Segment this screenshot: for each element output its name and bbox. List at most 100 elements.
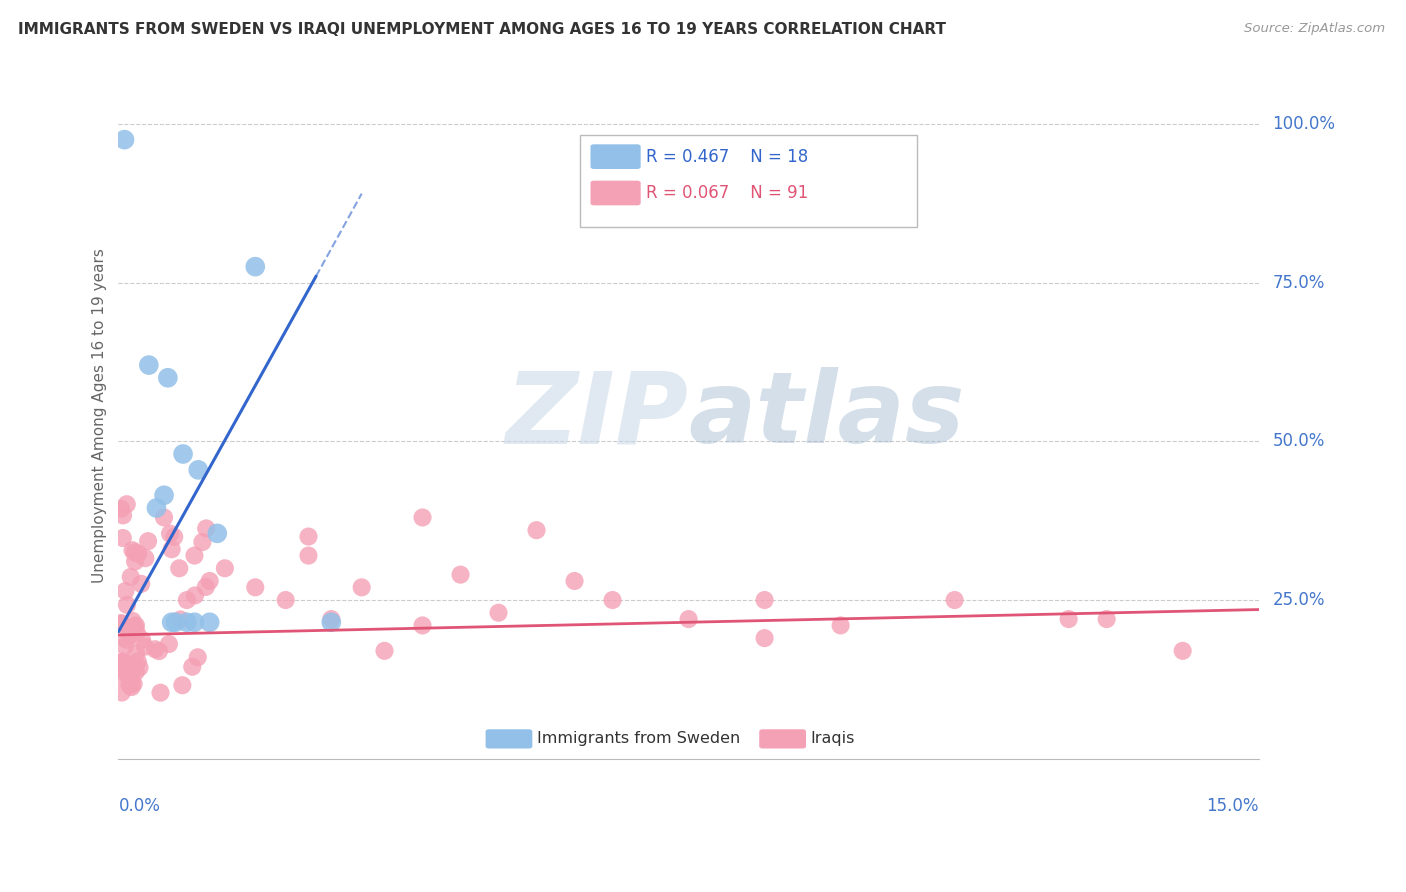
Point xyxy=(207,526,229,541)
Point xyxy=(110,655,132,669)
Point xyxy=(172,447,194,461)
Point xyxy=(110,616,132,631)
FancyBboxPatch shape xyxy=(591,145,641,169)
Point xyxy=(121,675,143,690)
FancyBboxPatch shape xyxy=(591,181,641,205)
Text: 25.0%: 25.0% xyxy=(1272,591,1324,609)
Point xyxy=(149,686,172,700)
Text: 100.0%: 100.0% xyxy=(1272,115,1336,133)
Point xyxy=(117,661,139,675)
Point xyxy=(373,644,395,658)
Y-axis label: Unemployment Among Ages 16 to 19 years: Unemployment Among Ages 16 to 19 years xyxy=(93,249,107,583)
Point xyxy=(321,612,343,626)
Text: atlas: atlas xyxy=(689,368,965,465)
Point xyxy=(412,618,434,632)
Point xyxy=(754,593,776,607)
Point xyxy=(602,593,624,607)
Point xyxy=(412,510,434,524)
Point xyxy=(153,488,176,502)
Point xyxy=(134,551,156,566)
Point xyxy=(124,620,146,634)
Point xyxy=(127,654,149,668)
Text: ZIP: ZIP xyxy=(506,368,689,465)
Point xyxy=(1057,612,1080,626)
Point xyxy=(124,659,146,673)
Point xyxy=(754,631,776,645)
Point xyxy=(321,615,343,630)
Point xyxy=(120,570,142,584)
Point xyxy=(165,615,187,630)
Point xyxy=(943,593,966,607)
Text: R = 0.467    N = 18: R = 0.467 N = 18 xyxy=(647,148,808,166)
Point xyxy=(118,669,141,683)
Point xyxy=(136,534,159,549)
Point xyxy=(160,542,183,557)
Point xyxy=(1171,644,1194,658)
Text: Source: ZipAtlas.com: Source: ZipAtlas.com xyxy=(1244,22,1385,36)
Point xyxy=(195,521,218,535)
Point xyxy=(830,618,852,632)
Point xyxy=(125,647,148,661)
Point xyxy=(184,589,207,603)
FancyBboxPatch shape xyxy=(485,730,533,748)
Point xyxy=(138,358,160,372)
Point xyxy=(112,508,135,523)
Text: 75.0%: 75.0% xyxy=(1272,274,1324,292)
Point xyxy=(111,685,134,699)
Point xyxy=(111,655,134,669)
Point xyxy=(114,584,136,599)
Point xyxy=(153,510,176,524)
Point xyxy=(145,500,167,515)
Point xyxy=(148,644,170,658)
Point xyxy=(172,678,194,692)
Point xyxy=(143,642,166,657)
Point xyxy=(121,614,143,628)
Point xyxy=(183,615,205,630)
Point xyxy=(159,526,181,541)
Point xyxy=(131,632,153,647)
Point xyxy=(114,133,136,147)
Point xyxy=(156,371,179,385)
Point xyxy=(121,543,143,558)
Point xyxy=(125,625,148,640)
Text: 0.0%: 0.0% xyxy=(118,797,160,814)
Text: Iraqis: Iraqis xyxy=(811,731,855,747)
Point xyxy=(198,574,221,588)
Point xyxy=(112,656,135,670)
Point xyxy=(118,678,141,692)
Point xyxy=(115,667,138,681)
Point xyxy=(129,577,152,591)
Point xyxy=(488,606,510,620)
Point xyxy=(297,549,319,563)
Point xyxy=(198,615,221,630)
Point xyxy=(1095,612,1118,626)
Point xyxy=(181,659,204,673)
Point xyxy=(118,629,141,643)
Point xyxy=(110,502,132,516)
Point xyxy=(127,547,149,561)
Text: 50.0%: 50.0% xyxy=(1272,433,1324,450)
Point xyxy=(125,665,148,679)
Point xyxy=(274,593,297,607)
Point xyxy=(121,680,143,694)
Text: IMMIGRANTS FROM SWEDEN VS IRAQI UNEMPLOYMENT AMONG AGES 16 TO 19 YEARS CORRELATI: IMMIGRANTS FROM SWEDEN VS IRAQI UNEMPLOY… xyxy=(18,22,946,37)
Point xyxy=(115,660,138,674)
Point xyxy=(157,637,180,651)
Point xyxy=(187,650,209,665)
Point xyxy=(176,593,198,607)
Point xyxy=(245,260,267,274)
Point xyxy=(678,612,700,626)
Point xyxy=(134,640,156,654)
Point xyxy=(245,580,267,594)
Point xyxy=(115,598,138,612)
Point xyxy=(115,632,138,647)
Point xyxy=(167,561,190,575)
Point xyxy=(194,580,217,594)
Point xyxy=(115,497,138,511)
FancyBboxPatch shape xyxy=(759,730,806,748)
Point xyxy=(187,463,209,477)
Point xyxy=(297,529,319,543)
Point xyxy=(183,549,205,563)
Point xyxy=(114,639,136,653)
FancyBboxPatch shape xyxy=(581,135,917,227)
